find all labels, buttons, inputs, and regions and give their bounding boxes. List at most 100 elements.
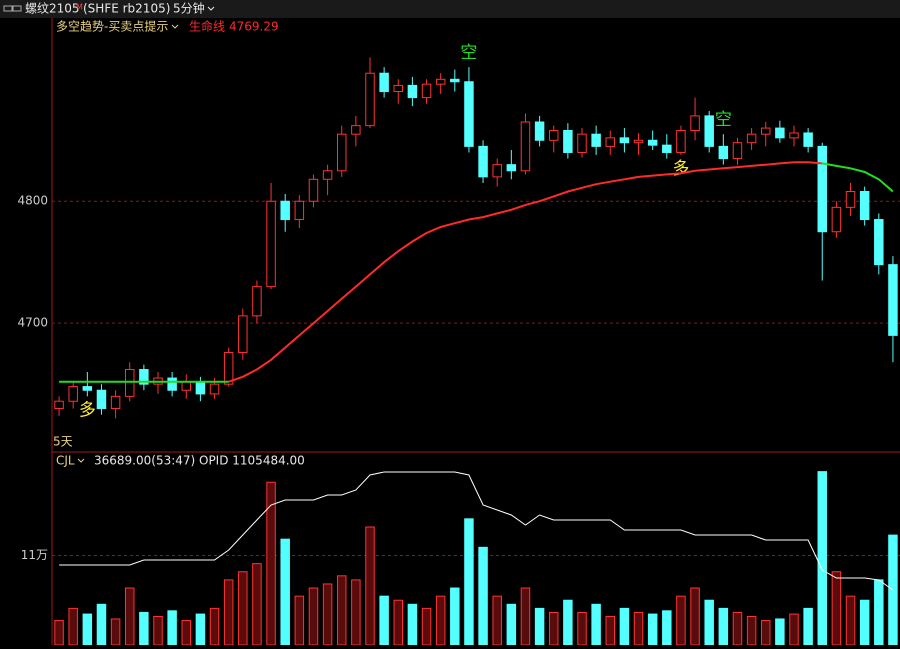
candle-body [633, 139, 644, 144]
volume-bar [548, 611, 559, 646]
volume-bar [223, 579, 234, 646]
volume-bar [563, 599, 573, 646]
volume-bar [181, 620, 192, 646]
volume-bar [647, 613, 658, 646]
volume-bar [492, 595, 502, 646]
volume-bar [464, 518, 474, 646]
volume-bar [888, 534, 898, 646]
candle-body [775, 127, 785, 139]
volume-bar [54, 620, 64, 646]
volume-title[interactable]: CJL [56, 454, 75, 468]
candle-body [563, 130, 573, 153]
volume-bar [676, 595, 686, 646]
volume-bar [238, 571, 248, 646]
lifeline-name: 生命线 [189, 19, 225, 34]
period[interactable]: 5分钟 [173, 1, 205, 16]
volume-bar [308, 587, 319, 646]
volume-bar [775, 618, 785, 646]
volume-bar [153, 616, 163, 646]
volume-bar [96, 603, 107, 646]
candle-body [874, 219, 884, 266]
volume-bar [619, 607, 630, 646]
dropdown[interactable] [207, 6, 215, 11]
candle-body [520, 121, 531, 172]
y-tick-label: 11万 [21, 548, 48, 562]
candle-body [817, 145, 828, 233]
candle-body [803, 132, 813, 147]
volume-bar [690, 587, 700, 646]
candle-body [718, 145, 729, 160]
candle-body [492, 164, 502, 178]
candle-body [845, 190, 856, 208]
signal: 多 [79, 400, 96, 420]
candle-body [704, 115, 714, 147]
candle-body [859, 190, 870, 221]
candle-body [435, 78, 446, 85]
icon[interactable] [3, 5, 13, 12]
code: (SHFE rb2105) [83, 2, 170, 16]
candle-body [266, 200, 276, 288]
candle-body [831, 206, 842, 233]
candle-body [591, 133, 601, 147]
candle-body [676, 130, 686, 153]
signal: 空 [715, 110, 732, 130]
volume-bar [478, 546, 488, 646]
volume-bar [746, 616, 757, 646]
candle-body [577, 133, 587, 153]
volume-bar [845, 595, 856, 646]
volume-bar [803, 607, 813, 646]
volume-bar [407, 603, 418, 646]
candle-body [110, 395, 121, 410]
volume-bar [704, 599, 714, 646]
title-bar [0, 0, 900, 18]
volume-bar [605, 616, 616, 646]
volume-bar [266, 481, 276, 646]
volume-bar [110, 618, 121, 646]
candle-body [393, 84, 404, 93]
volume-bar [732, 611, 743, 646]
volume-bar [591, 603, 601, 646]
volume-value: 36689.00(53:47) [94, 454, 195, 468]
candle-body [605, 137, 616, 147]
candle-body [82, 386, 93, 391]
candle-body [760, 127, 771, 135]
candle-body [548, 130, 559, 141]
signal: 空 [460, 43, 477, 63]
candle-body [478, 145, 488, 178]
flag: M [76, 3, 83, 12]
candle-body [336, 133, 347, 172]
candle-body [506, 164, 517, 172]
candle-body [322, 170, 333, 180]
volume-bar [365, 526, 375, 646]
dropdown[interactable] [171, 24, 179, 29]
volume-bar [167, 610, 177, 646]
y-tick-label: 4800 [17, 194, 48, 208]
candle-body [450, 78, 460, 83]
candle-body [238, 315, 248, 353]
candle-body [789, 132, 799, 139]
volume-bar [195, 613, 206, 646]
volume-bar [520, 587, 531, 646]
volume-bar [874, 579, 884, 646]
candle-body [421, 83, 432, 99]
volume-bar [124, 587, 135, 646]
dropdown[interactable] [77, 458, 85, 463]
icon[interactable] [12, 5, 22, 12]
candle-body [223, 351, 234, 385]
volume-bar [577, 611, 587, 646]
volume-bar [139, 611, 149, 646]
volume-bar [662, 610, 672, 646]
indicator-name[interactable]: 多空趋势-买卖点提示 [56, 19, 168, 34]
candle-body [96, 389, 107, 410]
candle-body [647, 139, 658, 146]
candle-body [690, 115, 700, 132]
volume-bar [209, 607, 220, 646]
candle-body [209, 383, 220, 395]
candle-body [888, 264, 898, 336]
candle-body [379, 72, 389, 93]
candle-body [294, 200, 305, 221]
candle-body [662, 144, 672, 153]
candle-body [534, 121, 545, 141]
volume-bar [633, 611, 644, 646]
